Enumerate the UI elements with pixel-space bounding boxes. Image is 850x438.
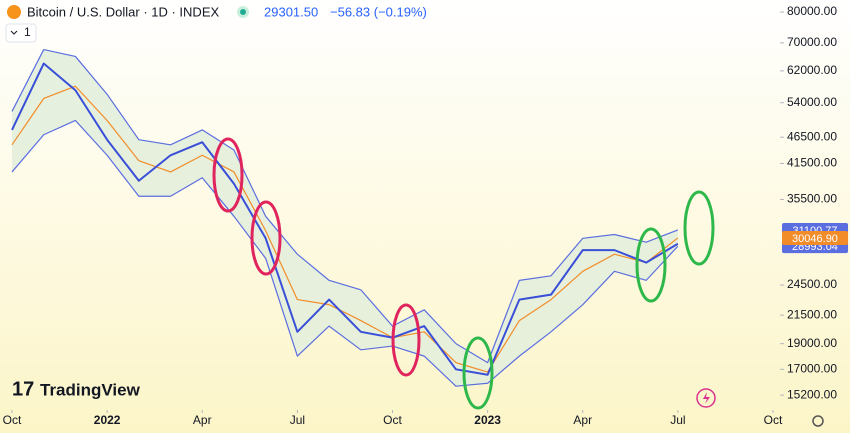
x-tick-label: Oct <box>383 413 402 427</box>
x-tick-label: Jul <box>290 413 305 427</box>
x-tick-label: Jul <box>670 413 685 427</box>
symbol: Bitcoin / U.S. Dollar · 1D · INDEX <box>27 4 219 19</box>
x-tick-label: Apr <box>573 413 592 427</box>
y-tick-label: 21500.00 <box>787 307 837 321</box>
y-tick-label: 41500.00 <box>787 156 837 170</box>
x-tick-label: 2023 <box>474 413 501 427</box>
coin-icon <box>7 5 21 19</box>
lightning-icon[interactable] <box>696 388 716 408</box>
price-label: 30046.90 <box>792 233 838 245</box>
y-tick-label: 17000.00 <box>787 361 837 375</box>
x-tick-label: 2022 <box>94 413 121 427</box>
interval-button[interactable] <box>5 23 37 43</box>
x-tick-label: Oct <box>764 413 783 427</box>
y-tick-label: 19000.00 <box>787 336 837 350</box>
x-tick-label: Apr <box>193 413 212 427</box>
y-tick-label: 62000.00 <box>787 63 837 77</box>
price-label-bg <box>782 230 848 245</box>
chevron <box>10 30 18 35</box>
green-circle <box>462 336 494 410</box>
last-price: 29301.50 <box>264 4 318 19</box>
y-tick-label: 15200.00 <box>787 387 837 401</box>
red-circle <box>391 303 421 377</box>
y-tick-label: 46500.00 <box>787 129 837 143</box>
y-tick-label: 54000.00 <box>787 95 837 109</box>
red-circle <box>250 200 282 276</box>
y-tick-label: 35500.00 <box>787 192 837 206</box>
plot-area <box>11 48 679 387</box>
interval-label[interactable]: 1 <box>24 25 31 39</box>
brand-mark: 17 <box>12 378 34 400</box>
series-line <box>11 48 679 364</box>
y-tick-label: 70000.00 <box>787 35 837 49</box>
price-change: −56.83 (−0.19%) <box>330 4 427 19</box>
series-line <box>11 62 679 376</box>
y-tick-label: 80000.00 <box>787 4 837 18</box>
green-circle <box>635 227 667 303</box>
lightning <box>703 392 710 404</box>
series-line <box>11 119 679 387</box>
annotations <box>212 137 715 410</box>
y-tick-label: 24500.00 <box>787 277 837 291</box>
green-circle <box>683 190 715 266</box>
series-line <box>11 85 679 373</box>
red-circle <box>212 137 244 213</box>
x-tick-label: Oct <box>3 413 22 427</box>
brand: TradingView <box>40 380 141 399</box>
settings-icon[interactable] <box>812 415 824 427</box>
status-dot <box>240 9 246 15</box>
